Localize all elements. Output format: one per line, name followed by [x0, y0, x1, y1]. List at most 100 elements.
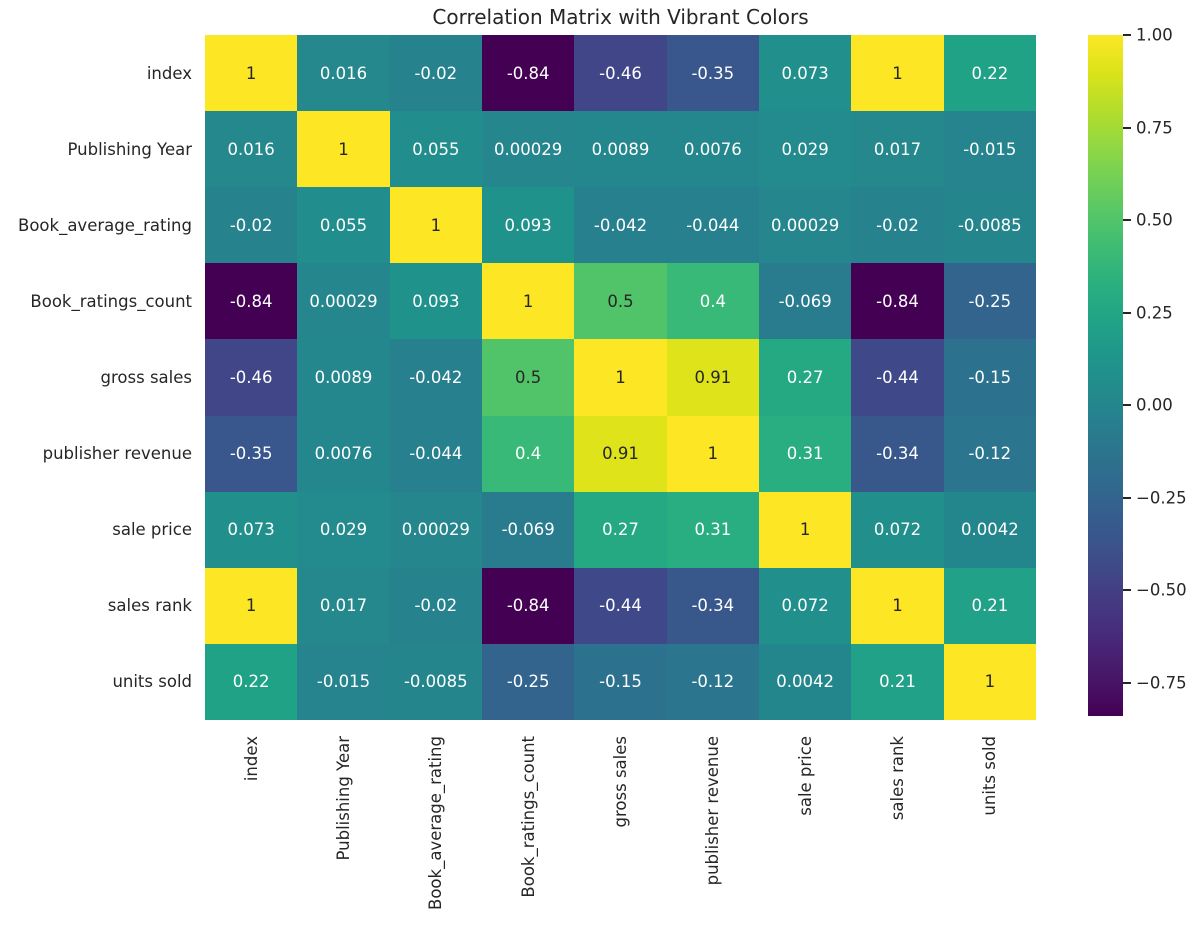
x-tick-col-1: Publishing Year [297, 736, 389, 926]
heatmap-cell-7-5: -0.34 [666, 567, 759, 644]
colorbar-tick-label-3: 0.25 [1136, 303, 1173, 323]
heatmap-cell-3-6: -0.069 [759, 263, 852, 340]
heatmap-cell-6-0: 0.073 [205, 491, 298, 568]
heatmap-cell-6-2: 0.00029 [389, 491, 482, 568]
colorbar-tick-mark-0 [1123, 34, 1131, 36]
y-tick-label-8: units sold [112, 672, 192, 692]
heatmap-cell-0-5: -0.35 [666, 35, 759, 112]
heatmap-cell-4-5: 0.91 [666, 339, 759, 416]
heatmap-cell-4-6: 0.27 [759, 339, 852, 416]
colorbar-tick-mark-4 [1123, 404, 1131, 407]
heatmap-cell-2-5: -0.044 [666, 187, 759, 264]
colorbar-tick-mark-6 [1123, 589, 1131, 592]
heatmap-cell-0-2: -0.02 [389, 35, 482, 112]
heatmap-cell-2-2: 1 [389, 187, 482, 264]
heatmap-cell-8-3: -0.25 [482, 643, 575, 720]
colorbar-tick-label-1: 0.75 [1136, 118, 1173, 138]
heatmap-cell-1-3: 0.00029 [482, 111, 575, 188]
heatmap-cell-5-3: 0.4 [482, 415, 575, 492]
heatmap-cell-5-1: 0.0076 [297, 415, 390, 492]
heatmap-cell-1-7: 0.017 [851, 111, 944, 188]
heatmap-cell-8-4: -0.15 [574, 643, 667, 720]
heatmap-cell-7-1: 0.017 [297, 567, 390, 644]
y-tick-label-3: Book_ratings_count [30, 291, 192, 311]
heatmap-cell-5-8: -0.12 [943, 415, 1036, 492]
heatmap-cell-3-8: -0.25 [943, 263, 1036, 340]
heatmap-cell-0-7: 1 [851, 35, 944, 112]
x-tick-label-0: index [241, 736, 261, 782]
heatmap-cell-1-4: 0.0089 [574, 111, 667, 188]
heatmap-cell-8-8: 1 [943, 643, 1036, 720]
heatmap-cell-5-5: 1 [666, 415, 759, 492]
heatmap-cell-0-4: -0.46 [574, 35, 667, 112]
heatmap-cell-8-1: -0.015 [297, 643, 390, 720]
heatmap-cell-3-5: 0.4 [666, 263, 759, 340]
y-tick-label-2: Book_average_rating [18, 215, 192, 235]
colorbar-tick-label-6: −0.50 [1136, 580, 1187, 600]
y-tick-label-0: index [146, 63, 192, 83]
x-tick-col-4: gross sales [574, 736, 666, 926]
colorbar-tick-mark-3 [1123, 311, 1131, 314]
heatmap-cell-4-0: -0.46 [205, 339, 298, 416]
colorbar-tick-label-2: 0.50 [1136, 210, 1173, 230]
colorbar-tick-label-5: −0.25 [1136, 488, 1187, 508]
heatmap-cell-6-5: 0.31 [666, 491, 759, 568]
colorbar-tick-label-0: 1.00 [1136, 25, 1173, 45]
heatmap-cell-1-6: 0.029 [759, 111, 852, 188]
y-tick-label-4: gross sales [100, 367, 192, 387]
colorbar-tick-mark-7 [1123, 681, 1131, 684]
heatmap-cell-4-2: -0.042 [389, 339, 482, 416]
heatmap-cell-5-4: 0.91 [574, 415, 667, 492]
heatmap-cell-2-1: 0.055 [297, 187, 390, 264]
x-tick-col-8: units sold [944, 736, 1036, 926]
colorbar-tick-label-4: 0.00 [1136, 395, 1173, 415]
x-tick-label-6: sale price [795, 736, 815, 816]
chart-title: Correlation Matrix with Vibrant Colors [432, 5, 809, 29]
heatmap-cell-0-8: 0.22 [943, 35, 1036, 112]
heatmap-grid: 1 0.016 -0.02 -0.84 -0.46 -0.35 0.073 1 0.22 0.01… [205, 35, 1036, 720]
heatmap-cell-4-8: -0.15 [943, 339, 1036, 416]
heatmap-cell-7-3: -0.84 [482, 567, 575, 644]
heatmap-cell-0-6: 0.073 [759, 35, 852, 112]
heatmap-cell-6-3: -0.069 [482, 491, 575, 568]
heatmap-cell-5-2: -0.044 [389, 415, 482, 492]
heatmap-cell-8-7: 0.21 [851, 643, 944, 720]
heatmap-cell-2-6: 0.00029 [759, 187, 852, 264]
x-tick-label-5: publisher revenue [703, 736, 723, 886]
x-tick-label-3: Book_ratings_count [518, 736, 538, 898]
heatmap-cell-4-4: 1 [574, 339, 667, 416]
y-tick-label-7: sales rank [107, 596, 192, 616]
colorbar-tick-mark-1 [1123, 126, 1131, 129]
heatmap-cell-8-2: -0.0085 [389, 643, 482, 720]
heatmap-cell-2-8: -0.0085 [943, 187, 1036, 264]
heatmap-cell-4-7: -0.44 [851, 339, 944, 416]
x-tick-col-0: index [205, 736, 297, 926]
y-tick-label-6: sale price [112, 520, 192, 540]
heatmap-cell-1-0: 0.016 [205, 111, 298, 188]
heatmap-cell-4-1: 0.0089 [297, 339, 390, 416]
heatmap-cell-6-6: 1 [759, 491, 852, 568]
heatmap-cell-6-4: 0.27 [574, 491, 667, 568]
colorbar-tick-label-7: −0.75 [1136, 673, 1187, 693]
colorbar-gradient [1088, 35, 1123, 716]
x-tick-label-2: Book_average_rating [426, 736, 446, 910]
heatmap-cell-4-3: 0.5 [482, 339, 575, 416]
heatmap-cell-0-3: -0.84 [482, 35, 575, 112]
heatmap-cell-1-8: -0.015 [943, 111, 1036, 188]
x-tick-label-4: gross sales [610, 736, 630, 828]
colorbar-tick-mark-2 [1123, 219, 1131, 222]
heatmap-cell-7-7: 1 [851, 567, 944, 644]
heatmap-cell-8-0: 0.22 [205, 643, 298, 720]
heatmap-cell-8-6: 0.0042 [759, 643, 852, 720]
heatmap-cell-1-2: 0.055 [389, 111, 482, 188]
x-axis-tick-labels: index Publishing Year Book_average_rating B… [205, 736, 1036, 926]
heatmap-cell-8-5: -0.12 [666, 643, 759, 720]
heatmap-cell-5-0: -0.35 [205, 415, 298, 492]
heatmap-cell-7-2: -0.02 [389, 567, 482, 644]
x-tick-col-7: sales rank [851, 736, 943, 926]
heatmap-cell-7-0: 1 [205, 567, 298, 644]
heatmap-cell-5-7: -0.34 [851, 415, 944, 492]
heatmap-cell-2-3: 0.093 [482, 187, 575, 264]
heatmap-cell-3-4: 0.5 [574, 263, 667, 340]
